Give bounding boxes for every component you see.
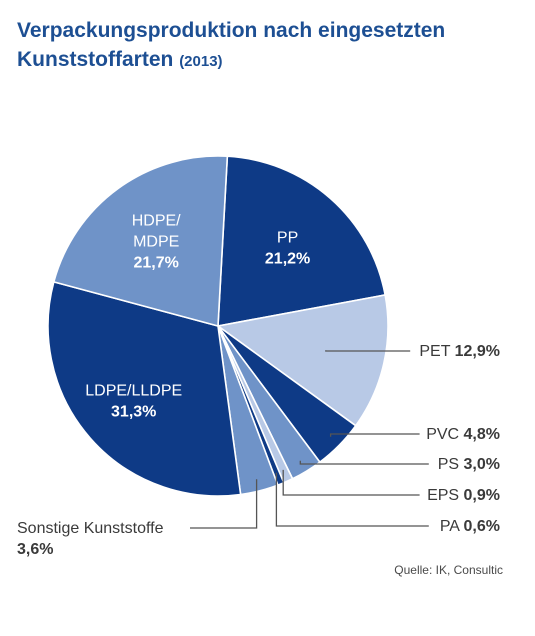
- leader-line: [299, 460, 429, 465]
- source-note: Quelle: IK, Consultic: [394, 563, 503, 577]
- callout-ps: PS 3,0%: [299, 456, 500, 473]
- chart-title-line2: Kunststoffarten: [17, 48, 174, 71]
- slice-value-label: 21,7%: [133, 255, 178, 272]
- callout-value: 0,9%: [464, 487, 500, 504]
- leader-line: [325, 350, 411, 352]
- callout-eps: EPS 0,9%: [282, 469, 500, 504]
- callout-value: 0,6%: [464, 518, 500, 535]
- slice-value-label: 31,3%: [111, 404, 156, 421]
- slice-label-hdpe-mdpe: HDPE/MDPE 21,7%: [132, 213, 181, 272]
- pie-slice-pp: [217, 155, 386, 327]
- callout-name: PS: [438, 456, 464, 473]
- callout-name: PET: [419, 343, 454, 360]
- leader-line: [190, 479, 258, 529]
- callout-label: PVC 4,8%: [426, 426, 500, 443]
- callout-value: 12,9%: [455, 343, 500, 360]
- slice-name-label: HDPE/: [132, 213, 181, 230]
- callout-pvc: PVC 4,8%: [329, 426, 500, 443]
- callout-name: EPS: [427, 487, 463, 504]
- callout-value: 4,8%: [464, 426, 500, 443]
- callout-value: 3,0%: [464, 456, 500, 473]
- callout-sonstige-kunststoffe: Sonstige Kunststoffe 3,6%: [17, 479, 258, 558]
- slice-name-label: MDPE: [133, 234, 179, 251]
- pie-slice-hdpe-mdpe: [53, 155, 229, 327]
- slice-label-pp: PP 21,2%: [265, 229, 310, 267]
- slice-name-label: PP: [277, 229, 298, 246]
- callout-label: PA 0,6%: [440, 518, 500, 535]
- callout-value: 3,6%: [17, 541, 53, 558]
- leader-line: [329, 433, 420, 437]
- chart-title: Verpackungsproduktion nach eingesetzten …: [17, 16, 527, 76]
- callout-pa: PA 0,6%: [275, 472, 500, 535]
- callout-name: PA: [440, 518, 464, 535]
- slice-value-label: 21,2%: [265, 250, 310, 267]
- chart-title-year: (2013): [179, 53, 223, 70]
- callout-name: Sonstige Kunststoffe: [17, 520, 164, 537]
- callout-name: PVC: [426, 426, 463, 443]
- leader-line: [282, 469, 420, 496]
- pie-slice-pet: [217, 294, 389, 427]
- slice-label-ldpe-lldpe: LDPE/LLDPE 31,3%: [85, 383, 182, 421]
- chart-title-line1: Verpackungsproduktion nach eingesetzten: [17, 19, 446, 42]
- callout-label: PET 12,9%: [419, 343, 500, 360]
- leader-line: [275, 472, 429, 527]
- callout-label: EPS 0,9%: [427, 487, 500, 504]
- slice-name-label: LDPE/LLDPE: [85, 383, 182, 400]
- pie-slice-ldpe-lldpe: [47, 281, 242, 497]
- callout-label: PS 3,0%: [438, 456, 500, 473]
- callout-pet: PET 12,9%: [325, 343, 500, 360]
